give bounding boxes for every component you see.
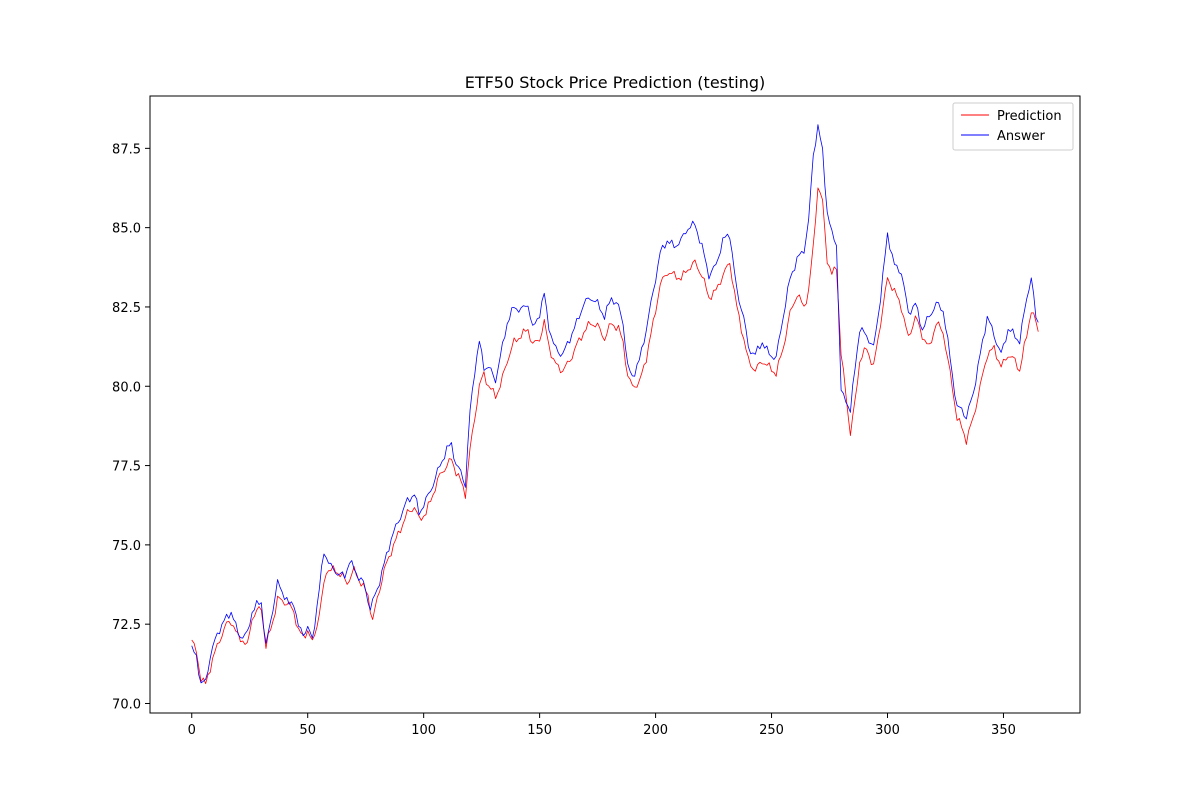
x-tick-label: 150 xyxy=(527,723,552,738)
legend-label-prediction: Prediction xyxy=(997,109,1062,124)
series-line-prediction xyxy=(191,187,1039,685)
y-tick-label: 70.0 xyxy=(112,697,141,712)
x-tick-label: 200 xyxy=(643,723,668,738)
x-tick-label: 0 xyxy=(188,723,196,738)
x-tick-label: 250 xyxy=(759,723,784,738)
y-tick-label: 80.0 xyxy=(112,380,141,395)
series-layer xyxy=(191,124,1039,685)
y-tick-label: 75.0 xyxy=(112,539,141,554)
x-tick-label: 350 xyxy=(991,723,1016,738)
x-tick-label: 300 xyxy=(875,723,900,738)
y-tick-label: 82.5 xyxy=(112,301,141,316)
legend-label-answer: Answer xyxy=(997,129,1046,144)
plot-area-frame xyxy=(149,95,1081,714)
x-tick-label: 100 xyxy=(411,723,436,738)
chart-title: ETF50 Stock Price Prediction (testing) xyxy=(465,73,766,92)
y-tick-label: 85.0 xyxy=(112,222,141,237)
y-tick-label: 87.5 xyxy=(112,142,141,157)
legend: Prediction Answer xyxy=(952,102,1074,151)
y-tick-label: 77.5 xyxy=(112,460,141,475)
ticks-layer: 0 50 100 150 200 250 300 350 70.0 72.5 75.0 77.5 80.… xyxy=(112,142,1016,738)
series-line-answer xyxy=(191,124,1039,684)
x-tick-label: 50 xyxy=(299,723,316,738)
y-tick-label: 72.5 xyxy=(112,618,141,633)
